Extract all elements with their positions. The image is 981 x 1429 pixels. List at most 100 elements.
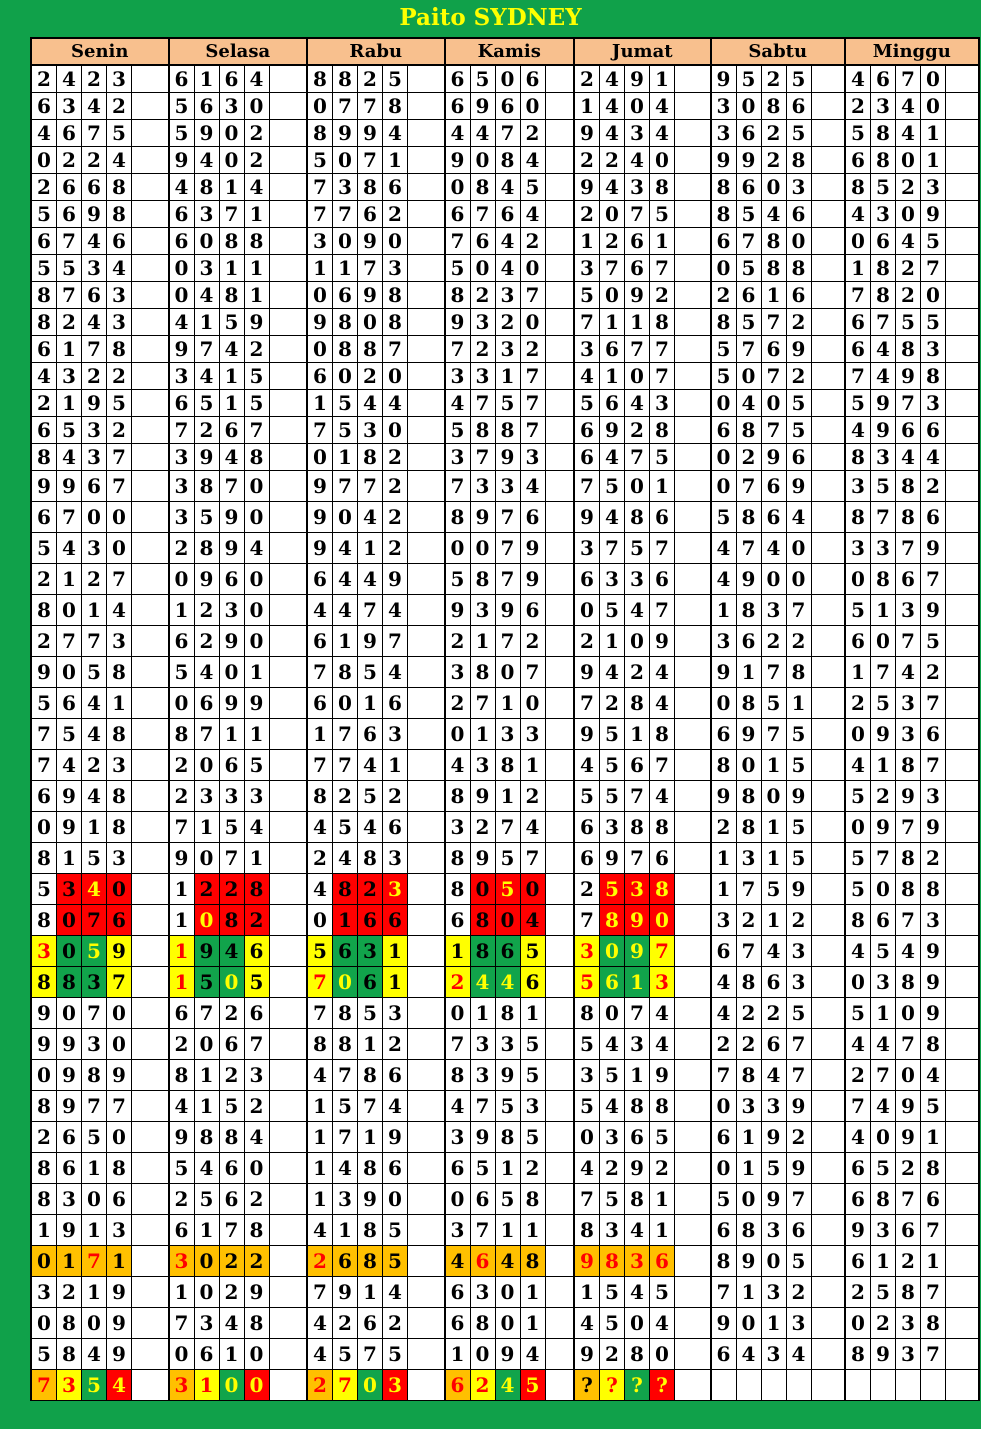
spacer-cell bbox=[544, 532, 575, 564]
digit-cell: 7 bbox=[709, 1276, 737, 1308]
spacer-cell bbox=[131, 470, 170, 502]
digit-cell: 2 bbox=[870, 780, 896, 812]
digit-cell: 7 bbox=[332, 1059, 358, 1091]
spacer-cell bbox=[674, 594, 712, 626]
digit-cell: 5 bbox=[599, 1059, 625, 1091]
spacer-cell bbox=[268, 1276, 308, 1308]
digit-cell: 1 bbox=[709, 594, 737, 626]
digit-cell: 4 bbox=[624, 146, 650, 174]
digit-cell: 2 bbox=[81, 362, 107, 390]
digit-cell: 7 bbox=[357, 1338, 383, 1370]
digit-cell: 6 bbox=[382, 1059, 408, 1091]
spacer-cell bbox=[674, 254, 712, 282]
spacer-cell bbox=[131, 1307, 170, 1339]
digit-cell: 4 bbox=[357, 811, 383, 843]
spacer-cell bbox=[810, 173, 846, 201]
digit-cell: 0 bbox=[243, 92, 270, 120]
digit-cell: 7 bbox=[357, 92, 383, 120]
digit-cell: 8 bbox=[56, 1338, 82, 1370]
digit-cell: 9 bbox=[81, 200, 107, 228]
spacer-cell bbox=[945, 1245, 980, 1277]
spacer-cell bbox=[131, 842, 170, 874]
digit-cell: 6 bbox=[573, 443, 600, 471]
digit-cell: 6 bbox=[519, 64, 546, 93]
digit-cell: 2 bbox=[599, 146, 625, 174]
digit-cell: 5 bbox=[785, 718, 812, 750]
digit-cell: 0 bbox=[599, 997, 625, 1029]
spacer-cell bbox=[674, 92, 712, 120]
digit-cell: 3 bbox=[494, 718, 521, 750]
digit-cell: 5 bbox=[443, 416, 471, 444]
digit-cell: 7 bbox=[573, 470, 600, 502]
digit-cell: 5 bbox=[599, 749, 625, 781]
spacer-cell bbox=[810, 811, 846, 843]
digit-cell: 4 bbox=[920, 443, 946, 471]
digit-cell: 0 bbox=[443, 718, 471, 750]
spacer-cell bbox=[407, 780, 446, 812]
digit-cell: 6 bbox=[81, 470, 107, 502]
digit-cell: 0 bbox=[56, 656, 82, 688]
digit-cell: 2 bbox=[519, 227, 546, 255]
digit-cell bbox=[785, 1369, 812, 1401]
spacer-cell bbox=[544, 335, 575, 363]
digit-cell: 9 bbox=[573, 656, 600, 688]
digit-cell: 4 bbox=[624, 1276, 650, 1308]
spacer-cell bbox=[810, 335, 846, 363]
digit-cell: 3 bbox=[81, 532, 107, 564]
digit-cell: 3 bbox=[382, 718, 408, 750]
digit-cell: 2 bbox=[920, 842, 946, 874]
digit-cell: 5 bbox=[709, 1183, 737, 1215]
digit-cell: 0 bbox=[332, 966, 358, 998]
digit-cell: 6 bbox=[494, 200, 521, 228]
digit-cell: 8 bbox=[519, 1245, 546, 1277]
digit-cell: 7 bbox=[469, 687, 496, 719]
digit-cell: 3 bbox=[167, 362, 195, 390]
spacer-cell bbox=[810, 1028, 846, 1060]
digit-cell: 2 bbox=[306, 1369, 333, 1401]
spacer-cell bbox=[810, 935, 846, 967]
digit-cell: 2 bbox=[519, 780, 546, 812]
spacer-cell bbox=[674, 966, 712, 998]
digit-cell: 7 bbox=[709, 1059, 737, 1091]
spacer-cell bbox=[810, 1183, 846, 1215]
digit-cell: 4 bbox=[599, 64, 625, 93]
digit-cell: 5 bbox=[56, 718, 82, 750]
digit-cell: 0 bbox=[81, 1183, 107, 1215]
digit-cell: 3 bbox=[443, 362, 471, 390]
spacer-cell bbox=[544, 811, 575, 843]
digit-cell: 0 bbox=[332, 501, 358, 533]
digit-cell: 3 bbox=[56, 1369, 82, 1401]
digit-cell: 8 bbox=[573, 997, 600, 1029]
digit-cell: 6 bbox=[218, 416, 245, 444]
digit-cell bbox=[735, 1369, 762, 1401]
digit-cell: 3 bbox=[469, 362, 496, 390]
spacer-cell bbox=[407, 173, 446, 201]
digit-cell: 8 bbox=[469, 656, 496, 688]
digit-cell: 0 bbox=[920, 281, 946, 309]
digit-cell: 4 bbox=[243, 532, 270, 564]
digit-cell: 9 bbox=[573, 119, 600, 147]
spacer-cell bbox=[810, 362, 846, 390]
digit-cell: 7 bbox=[735, 335, 762, 363]
digit-cell: 9 bbox=[870, 1338, 896, 1370]
digit-cell: 1 bbox=[243, 200, 270, 228]
digit-cell: 3 bbox=[649, 389, 675, 417]
digit-cell: 0 bbox=[243, 594, 270, 626]
digit-cell: 9 bbox=[193, 563, 220, 595]
digit-cell: 0 bbox=[709, 1152, 737, 1184]
digit-cell: 4 bbox=[332, 594, 358, 626]
spacer-cell bbox=[810, 625, 846, 657]
spacer-cell bbox=[544, 281, 575, 309]
digit-cell: 5 bbox=[193, 1183, 220, 1215]
digit-cell: 1 bbox=[243, 718, 270, 750]
spacer-cell bbox=[268, 718, 308, 750]
digit-cell: 9 bbox=[785, 1152, 812, 1184]
digit-cell: 7 bbox=[306, 416, 333, 444]
digit-cell: 9 bbox=[895, 362, 921, 390]
digit-cell: 3 bbox=[624, 1245, 650, 1277]
spacer-cell bbox=[674, 308, 712, 336]
digit-cell: 3 bbox=[382, 254, 408, 282]
digit-cell: 1 bbox=[332, 1214, 358, 1246]
